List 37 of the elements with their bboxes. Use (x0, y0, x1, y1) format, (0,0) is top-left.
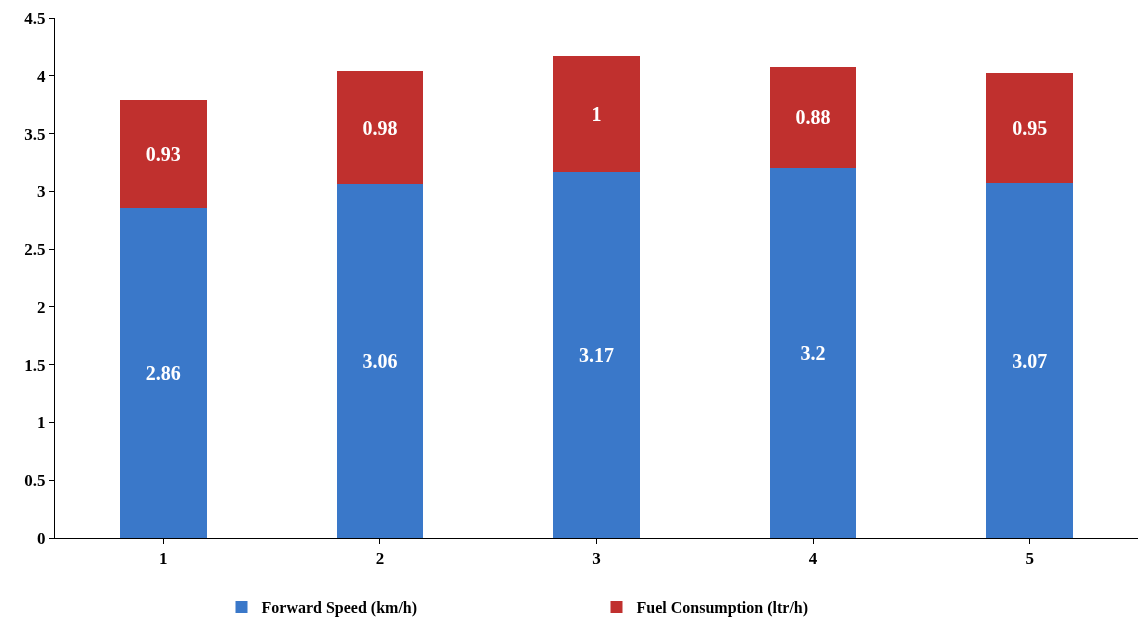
x-tick-label: 4 (808, 549, 818, 569)
data-label: 2.86 (145, 361, 181, 384)
legend-label: Fuel Consumption (ltr/h) (636, 599, 809, 618)
data-label: 0.93 (145, 142, 181, 165)
y-tick-label: 3 (37, 182, 46, 202)
y-tick-label: 0 (37, 528, 46, 548)
legend-label: Forward Speed (km/h) (261, 599, 418, 618)
data-label: 0.98 (362, 116, 398, 139)
bar (986, 183, 1074, 538)
bar (769, 66, 857, 169)
bar (553, 171, 640, 538)
bar (553, 56, 640, 172)
data-label: 0.88 (795, 106, 831, 129)
bar (119, 207, 207, 538)
bar (986, 73, 1074, 184)
y-tick-label: 2.5 (24, 240, 46, 260)
data-label: 3.06 (362, 350, 398, 373)
data-label: 3.17 (579, 343, 614, 366)
data-label: 3.2 (800, 342, 826, 365)
y-tick-label: 0.5 (24, 471, 46, 491)
y-tick-label: 3.5 (24, 124, 46, 144)
y-tick-label: 1.5 (24, 355, 46, 375)
bar (336, 71, 424, 185)
x-tick-label: 1 (159, 549, 168, 569)
bar (119, 100, 207, 208)
x-tick-label: 2 (375, 549, 385, 569)
x-tick-label: 5 (1025, 549, 1034, 569)
data-label: 0.95 (1012, 117, 1048, 140)
y-tick-label: 4 (37, 66, 47, 86)
data-label: 1 (591, 102, 602, 125)
data-label: 3.07 (1012, 349, 1048, 372)
x-tick-label: 3 (592, 549, 601, 569)
y-tick-label: 1 (37, 413, 46, 433)
y-tick-label: 2 (37, 297, 46, 317)
bar (769, 168, 857, 538)
bar (336, 184, 424, 538)
y-tick-label: 4.5 (24, 8, 46, 28)
